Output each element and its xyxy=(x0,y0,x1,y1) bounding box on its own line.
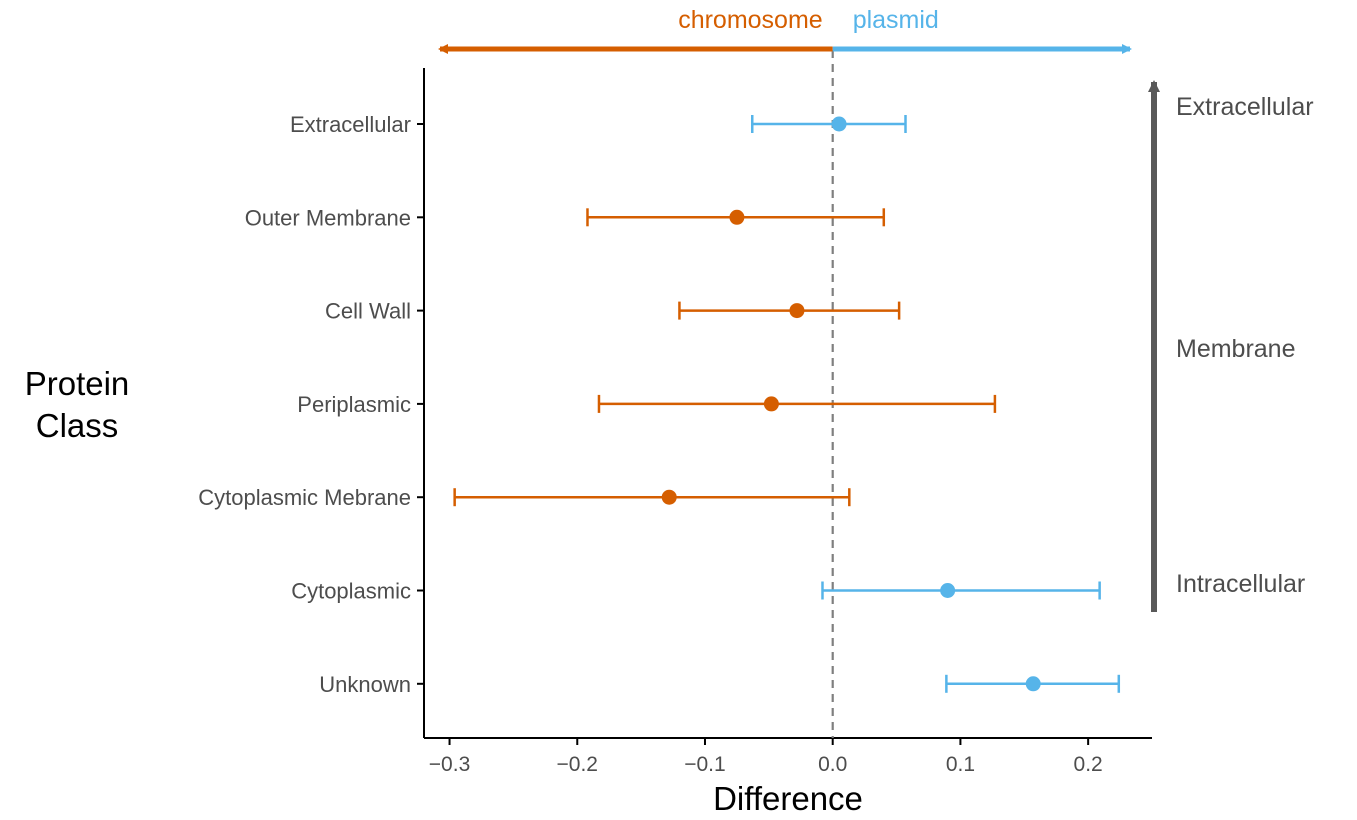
estimate-point xyxy=(1025,676,1041,692)
x-tick-label: 0.1 xyxy=(946,753,975,776)
plot-layer: −0.3 −0.2 −0.1 0.0 0.1 0.2 Extracellular Outer … xyxy=(25,6,1314,817)
y-tick-label: Unknown xyxy=(319,672,411,697)
y-axis-title-line-2: Class xyxy=(36,407,119,444)
estimate-point xyxy=(940,583,956,598)
side-annotation-label: Intracellular xyxy=(1176,570,1305,598)
estimate-point xyxy=(789,303,805,319)
estimate-point xyxy=(661,489,677,505)
y-tick-label: Cell Wall xyxy=(325,299,411,324)
estimate-point xyxy=(763,396,779,412)
x-tick-label: −0.3 xyxy=(429,753,470,776)
chromosome-direction-label: chromosome xyxy=(678,6,823,34)
y-tick-label: Cytoplasmic xyxy=(291,579,411,604)
y-tick-label: Extracellular xyxy=(290,112,411,137)
y-axis-title-line-1: Protein xyxy=(25,365,130,402)
estimate-point xyxy=(831,116,847,132)
x-axis-title: Difference xyxy=(713,780,863,817)
y-tick-label: Periplasmic xyxy=(297,392,411,417)
y-tick-label: Outer Membrane xyxy=(245,205,411,230)
y-tick-label: Cytoplasmic Mebrane xyxy=(198,485,411,510)
x-tick-label: 0.0 xyxy=(818,753,847,776)
plasmid-direction-label: plasmid xyxy=(853,6,939,34)
x-tick-label: −0.2 xyxy=(557,753,598,776)
side-annotation-label: Extracellular xyxy=(1176,93,1314,121)
x-tick-label: 0.2 xyxy=(1074,753,1103,776)
estimate-point xyxy=(729,209,745,225)
x-tick-label: −0.1 xyxy=(684,753,725,776)
side-annotation-label: Membrane xyxy=(1176,335,1296,363)
